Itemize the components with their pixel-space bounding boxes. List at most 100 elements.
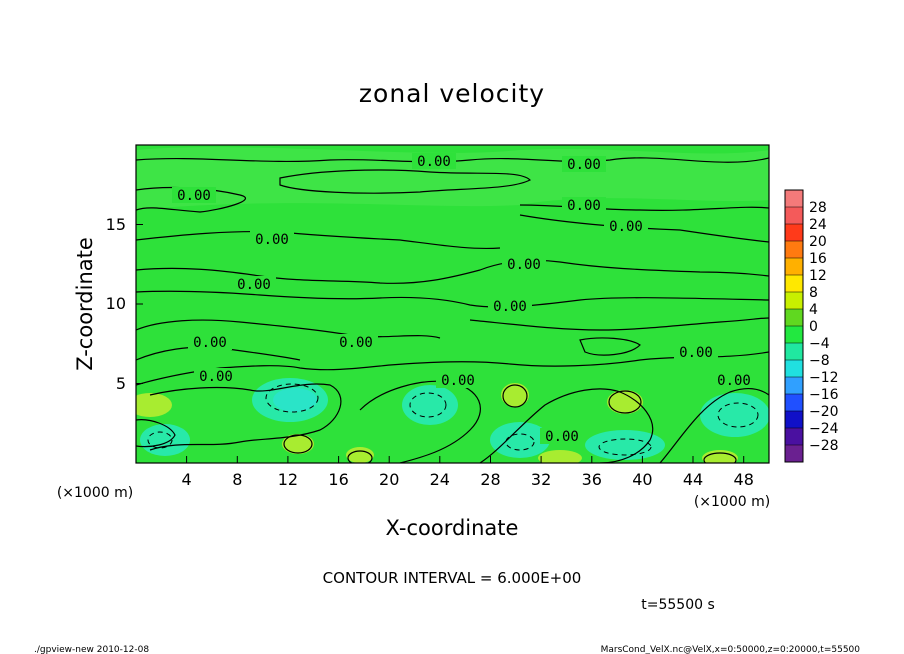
contour-label: 0.00 [250,231,294,248]
svg-text:0.00: 0.00 [507,257,541,273]
contour-line-negative [505,433,535,451]
colorbar-segment [785,360,803,377]
svg-text:0.00: 0.00 [193,335,227,351]
svg-text:0.00: 0.00 [679,345,713,361]
x-tick-label: 4 [182,470,192,489]
plot-area: 0.00 0.00 0.00 0.00 0.00 0.00 0.00 0.00 … [135,144,770,464]
x-tick-label: 16 [328,470,348,489]
x-tick-label: 20 [379,470,399,489]
colorbar-tick-label: 0 [809,319,818,335]
colorbar-segment [785,411,803,428]
contour-label: 0.00 [502,256,546,273]
x-tick-label: 12 [278,470,298,489]
colorbar-segment [785,190,803,207]
contour-line [136,319,441,339]
contour-label: 0.00 [540,428,584,445]
x-tick-label: 24 [430,470,450,489]
footer-left: ./gpview-new 2010-12-08 [34,645,149,654]
contour-line [136,157,769,163]
colorbar-segment [785,377,803,394]
contour-line [519,214,769,243]
y-tick-label: 15 [106,215,126,234]
tick-marks [136,224,745,463]
colorbar-tick-label: 4 [809,302,818,318]
field-blob-yellow [346,447,374,463]
contour-line [502,384,528,408]
colorbar-tick-label: −20 [809,404,839,420]
chart-title: zonal velocity [359,79,545,108]
svg-text:0.00: 0.00 [545,429,579,445]
colorbar-segment [785,292,803,309]
x-tick-label: 36 [582,470,602,489]
contour-lines-negative [147,383,759,456]
contour-line [136,351,769,386]
svg-text:0.00: 0.00 [493,299,527,315]
contour-line [703,452,737,463]
contour-line [136,419,176,448]
contour-line-negative [409,392,447,418]
colorbar-segment [785,258,803,275]
colorbar-segment [785,394,803,411]
svg-text:0.00: 0.00 [567,198,601,214]
contour-line [579,337,641,356]
svg-text:0.00: 0.00 [717,373,751,389]
svg-text:0.00: 0.00 [255,232,289,248]
field-blob-yellow [538,450,582,463]
colorbar-segment [785,309,803,326]
contour-line [136,230,501,250]
contour-label: 0.00 [232,276,276,293]
contour-line-negative [265,383,319,413]
field-zone-upper [136,147,769,210]
colorbar-tick-label: 28 [809,200,827,216]
contour-label: 0.00 [604,218,648,235]
colorbar-tick-label: 8 [809,285,818,301]
contour-line-negative [717,402,759,428]
footer-right: MarsCond_VelX.nc@VelX,x=0:50000,z=0:2000… [601,645,861,654]
contour-line-negative [147,431,173,449]
x-tick-label: 44 [683,470,703,489]
x-tick-label: 8 [232,470,242,489]
x-axis-label: X-coordinate [386,516,519,540]
x-tick-label: 40 [632,470,652,489]
colorbar-tick-label: 16 [809,251,827,267]
contour-label: 0.00 [674,344,718,361]
y-tick-label: 5 [116,374,126,393]
contour-line [279,169,532,194]
contour-label: 0.00 [488,298,532,315]
y-tick-label: 10 [106,294,126,313]
svg-text:0.00: 0.00 [567,157,601,173]
colorbar-segment [785,343,803,360]
colorbar-segment [785,428,803,445]
colorbar-tick-label: 12 [809,268,827,284]
contour-line [149,383,342,451]
contour-line [359,380,481,463]
contour-line [136,290,769,308]
colorbar-tick-label: −24 [809,421,839,437]
contour-label: 0.00 [562,156,606,173]
field-blob-cyan [140,424,190,456]
colorbar-tick-label: −16 [809,387,839,403]
contour-line [347,450,373,463]
field-blob-yellow [702,450,738,463]
time-text: t=55500 s [641,597,715,613]
contour-label: 0.00 [172,187,216,204]
colorbar-tick-label: −8 [809,353,830,369]
svg-text:0.00: 0.00 [237,277,271,293]
contour-label: 0.00 [562,197,606,214]
contour-line [519,204,769,211]
contour-label: 0.00 [436,372,480,389]
field-blob-yellow [282,434,314,454]
contour-label: 0.00 [334,334,378,351]
colorbar-tick-label: 20 [809,234,827,250]
colorbar-segment [785,207,803,224]
contour-label: 0.00 [188,334,232,351]
contour-label: 0.00 [194,368,238,385]
field-blob-yellow [136,393,172,417]
contour-interval-text: CONTOUR INTERVAL = 6.000E+00 [323,569,582,587]
x-tick-label: 48 [734,470,754,489]
y-tick-labels: 5 10 15 [106,215,126,393]
colorbar-tick-label: 24 [809,217,827,233]
field-blob-yellow [501,383,529,407]
colorbar-tick-label: −28 [809,438,839,454]
